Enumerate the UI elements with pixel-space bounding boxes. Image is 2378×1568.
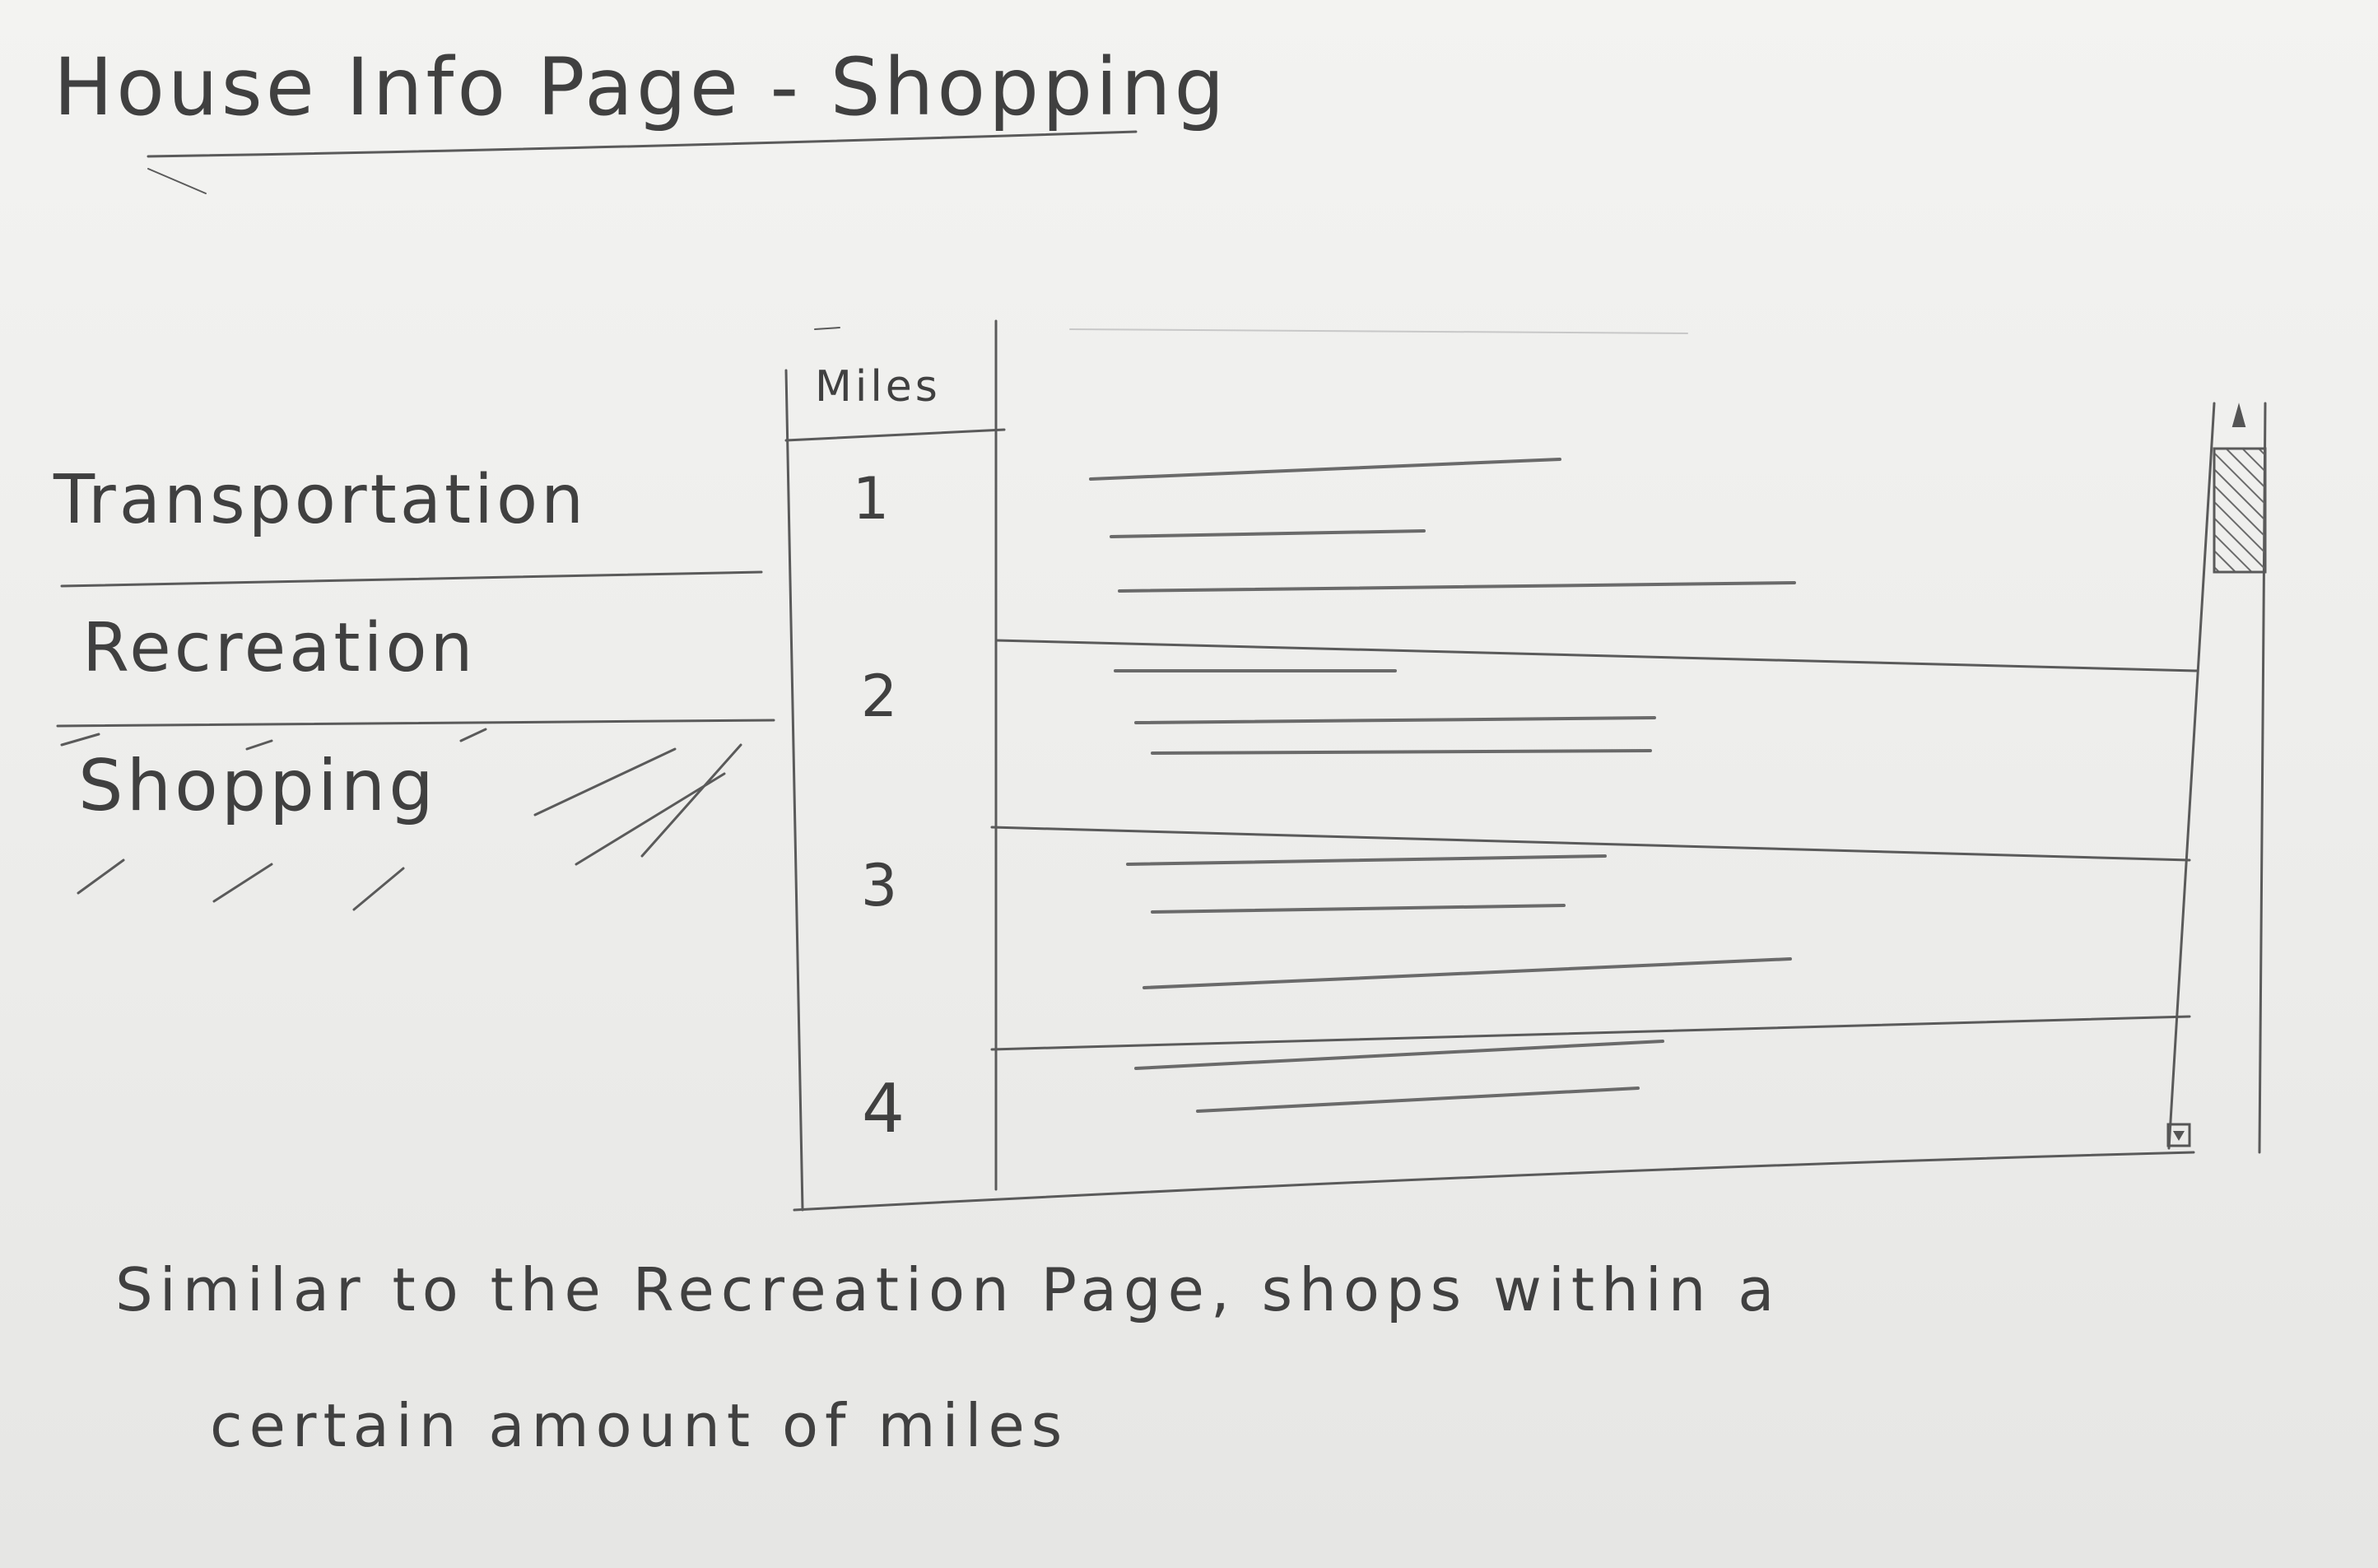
sidebar-item-transportation[interactable]: Transportation	[54, 461, 588, 539]
miles-value-row-3: 3	[860, 852, 901, 919]
listing-placeholder-lines	[1089, 458, 1796, 1113]
scroll-down-arrow[interactable]	[2163, 1119, 2196, 1152]
listing-row[interactable]	[1000, 444, 2165, 642]
page-title: House Info Page - Shopping	[54, 41, 1228, 133]
row-divider-2	[990, 826, 2191, 862]
note-line-1: Similar to the Recreation Page, shops wi…	[115, 1255, 1781, 1324]
title-underline	[147, 130, 1138, 158]
listing-row[interactable]	[1000, 1054, 2165, 1152]
miles-value-row-4: 4	[861, 1070, 909, 1148]
sidebar-divider-2	[56, 719, 775, 728]
sidebar-divider-1	[60, 570, 763, 588]
miles-value-row-2: 2	[860, 663, 901, 730]
note-line-2: certain amount of miles	[210, 1391, 1069, 1460]
up-arrow-icon	[2231, 402, 2246, 427]
table-bottom-edge	[793, 1151, 2195, 1212]
miles-column-left-edge	[784, 369, 804, 1212]
miles-header-divider	[784, 428, 1006, 442]
row-divider-3	[990, 1015, 2191, 1051]
sidebar-item-shopping[interactable]: Shopping	[78, 745, 437, 827]
miles-value-row-1: 1	[852, 465, 893, 533]
miles-column-header: Miles	[815, 362, 941, 412]
row-divider-1	[994, 639, 2199, 672]
listing-row[interactable]	[1000, 650, 2165, 827]
scrollbar-thumb[interactable]	[2214, 449, 2265, 572]
down-arrow-icon	[2166, 1123, 2191, 1147]
selected-hatch	[60, 728, 742, 911]
listing-row[interactable]	[1000, 840, 2165, 1045]
scroll-up-arrow[interactable]	[2227, 402, 2251, 439]
scrollbar	[2167, 402, 2267, 1154]
sidebar-item-recreation[interactable]: Recreation	[82, 609, 477, 687]
